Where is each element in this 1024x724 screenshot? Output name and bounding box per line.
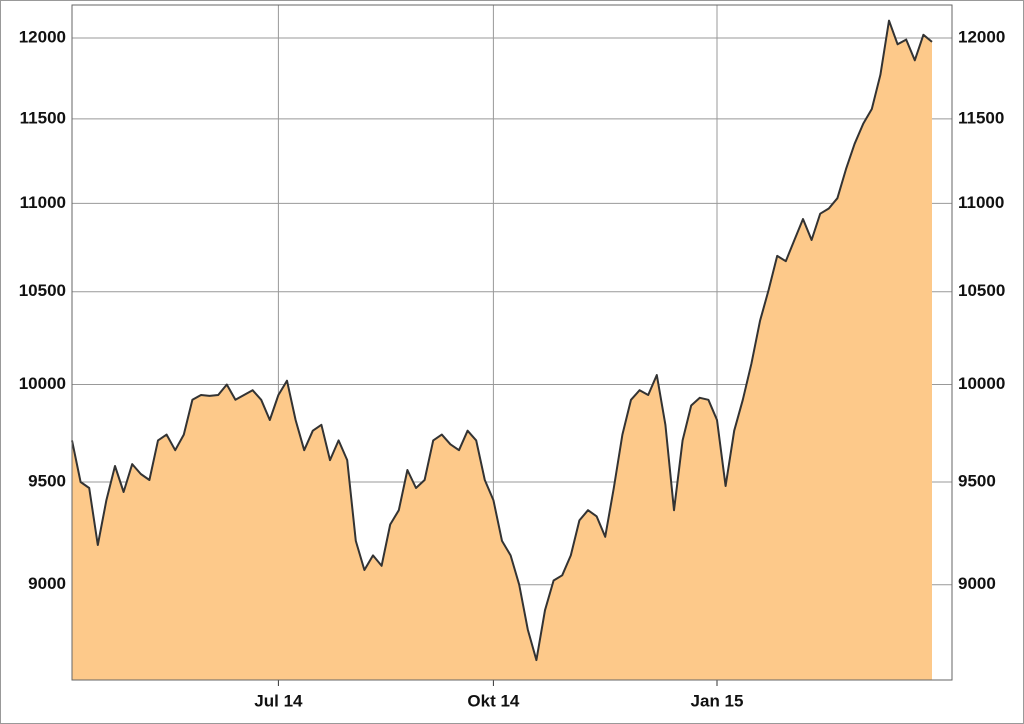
y-tick-label: 9500 [28, 471, 66, 490]
x-tick-label: Jul 14 [254, 691, 303, 710]
x-tick-label: Jan 15 [691, 691, 744, 710]
x-tick-label: Okt 14 [467, 691, 520, 710]
area-fill [72, 20, 932, 681]
y-tick-label-right: 11500 [958, 108, 1004, 127]
y-tick-label-right: 12000 [958, 27, 1005, 46]
line [71, 19, 933, 662]
y-tick-label: 10000 [19, 374, 66, 393]
y-tick-label-right: 10000 [958, 374, 1005, 393]
y-tick-label: 10500 [19, 281, 66, 300]
y-tick-label: 11500 [20, 108, 66, 127]
y-tick-label-right: 10500 [958, 281, 1005, 300]
y-tick-label: 9000 [28, 574, 66, 593]
y-tick-label-right: 9500 [958, 471, 996, 490]
y-tick-label-right: 11000 [958, 193, 1004, 212]
y-tick-label-right: 9000 [958, 574, 996, 593]
y-tick-label: 11000 [20, 193, 66, 212]
plot-border [71, 4, 953, 681]
y-tick-label: 12000 [19, 27, 66, 46]
